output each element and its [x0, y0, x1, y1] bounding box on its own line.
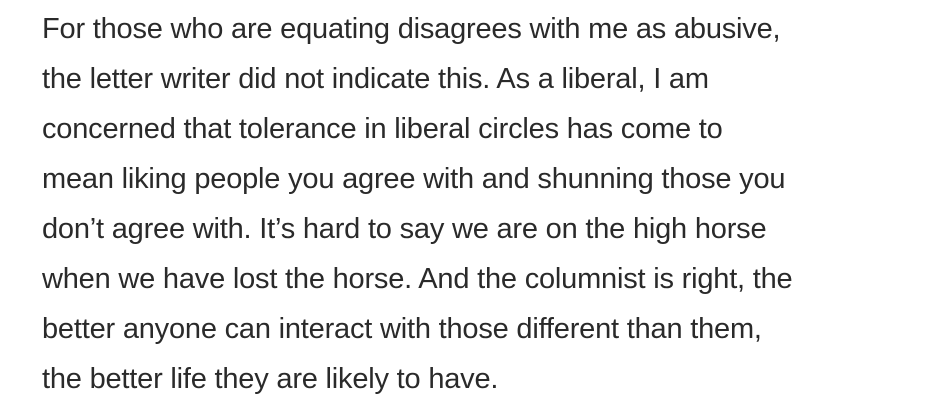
comment-body: For those who are equating disagrees wit…	[42, 0, 926, 400]
comment-line: the letter writer did not indicate this.…	[42, 63, 709, 95]
comment-line: mean liking people you agree with and sh…	[42, 163, 786, 195]
comment-line: don’t agree with. It’s hard to say we ar…	[42, 213, 767, 245]
comment-line: the better life they are likely to have.	[42, 363, 499, 395]
comment-line: concerned that tolerance in liberal circ…	[42, 113, 723, 145]
comment-line: For those who are equating disagrees wit…	[42, 13, 781, 45]
comment-line: better anyone can interact with those di…	[42, 313, 762, 345]
comment-line: when we have lost the horse. And the col…	[42, 263, 793, 295]
